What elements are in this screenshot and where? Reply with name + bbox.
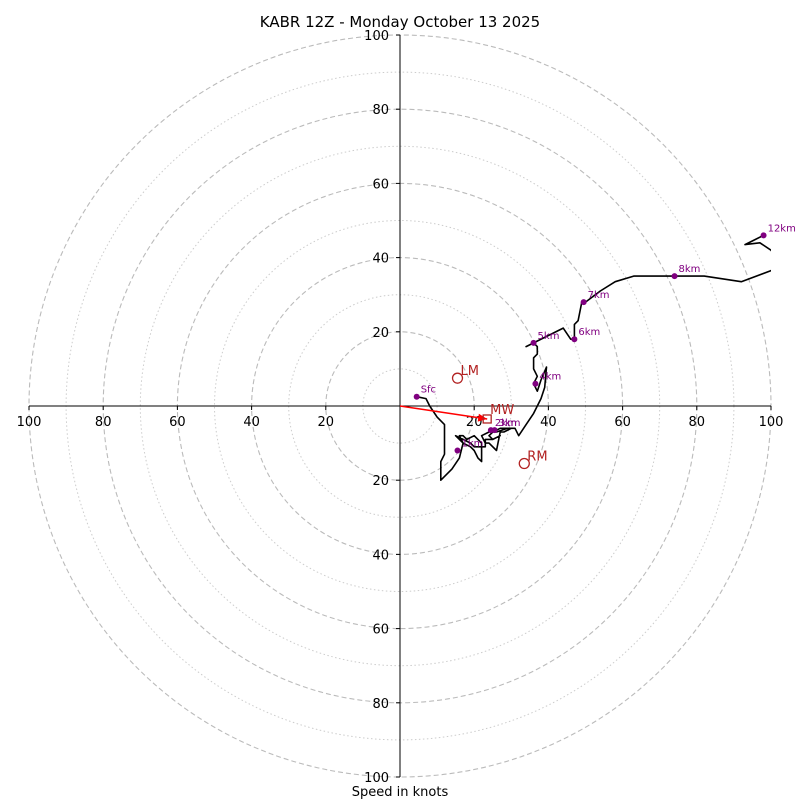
y-tick-label: 40: [372, 548, 389, 563]
x-axis-label: Speed in knots: [352, 785, 449, 800]
storm-motion-label: MW: [490, 403, 514, 418]
x-tick-label: 80: [689, 415, 706, 430]
height-marker-dot: [532, 380, 539, 387]
height-marker-dot: [580, 299, 587, 306]
y-tick-label: 40: [372, 252, 389, 267]
height-marker-label: 3km: [499, 418, 521, 429]
height-marker-label: 6km: [578, 327, 600, 338]
chart-title: KABR 12Z - Monday October 13 2025: [260, 13, 540, 31]
y-tick-label: 20: [372, 474, 389, 489]
storm-motion-circle: [518, 457, 530, 470]
height-marker-dot: [760, 232, 767, 239]
height-marker-label: 7km: [588, 290, 610, 301]
shear-vector-arrowhead: [477, 413, 488, 422]
storm-motion-label: RM: [527, 450, 547, 465]
y-tick-label: 60: [372, 623, 389, 638]
x-tick-label: 60: [614, 415, 631, 430]
y-tick-label: 80: [372, 697, 389, 712]
height-marker-label: Sfc: [421, 385, 436, 396]
height-marker-label: 5km: [538, 331, 560, 342]
storm-motion-square: [482, 414, 492, 424]
storm-motion-circle: [451, 372, 464, 384]
x-tick-label: 100: [17, 415, 42, 430]
height-marker-label: 2km: [495, 418, 517, 429]
x-tick-label: 60: [169, 415, 186, 430]
height-marker-label: 8km: [679, 264, 701, 275]
height-marker-dot: [491, 427, 498, 434]
y-tick-label: 100: [364, 29, 389, 44]
storm-motion-label: LM: [461, 364, 479, 379]
x-tick-label: 80: [95, 415, 112, 430]
y-tick-label: 100: [364, 771, 389, 786]
height-marker-dot: [530, 339, 537, 346]
height-marker-label: 4km: [539, 372, 561, 383]
height-marker-label: 1km: [462, 439, 484, 450]
height-marker-dot: [413, 393, 420, 400]
storm-motion-markers: LM MW RM: [451, 364, 548, 470]
height-marker-dot: [571, 336, 578, 343]
hodograph-trace-layer: [399, 234, 771, 482]
x-tick-label: 20: [318, 415, 335, 430]
tick-labels: 100 80 60 40 20 20 40 60 80 100100806040202040608…: [17, 29, 784, 786]
height-marker-dot: [454, 447, 461, 454]
height-marker-label: 12km: [768, 223, 796, 234]
shear-vector: [399, 405, 488, 420]
y-tick-label: 80: [372, 103, 389, 118]
height-marker-dot: [671, 273, 678, 280]
x-tick-label: 40: [243, 415, 260, 430]
x-tick-label: 40: [540, 415, 557, 430]
y-tick-label: 20: [372, 326, 389, 341]
x-tick-label: 100: [759, 415, 784, 430]
y-tick-label: 60: [372, 177, 389, 192]
